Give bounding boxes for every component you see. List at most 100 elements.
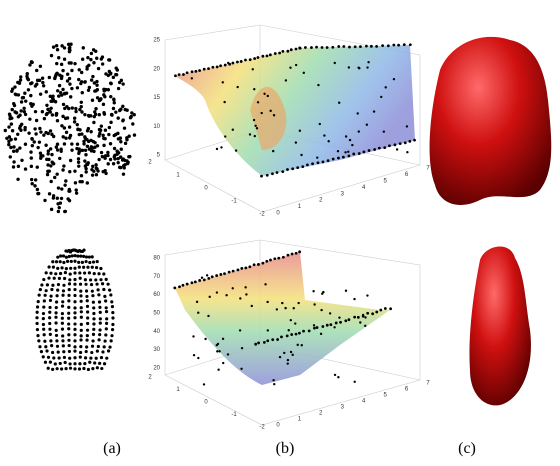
point <box>313 324 315 326</box>
point <box>78 367 81 370</box>
point <box>8 114 11 117</box>
y-tick-label: 0 <box>204 400 208 406</box>
point <box>80 329 83 332</box>
point <box>102 103 105 106</box>
y-tick-label: 1 <box>176 173 180 179</box>
point <box>101 282 104 285</box>
point <box>42 317 45 320</box>
point <box>384 307 387 310</box>
point <box>354 381 356 383</box>
point <box>30 137 33 140</box>
point <box>45 289 48 292</box>
point <box>82 46 85 49</box>
point <box>290 48 293 51</box>
point <box>100 356 103 359</box>
point <box>35 316 38 319</box>
point <box>55 172 58 175</box>
point <box>56 143 59 146</box>
point <box>98 328 101 331</box>
point <box>273 257 276 260</box>
point <box>211 66 214 69</box>
point <box>61 69 64 72</box>
point <box>295 333 298 336</box>
x-tick-label: 2 <box>319 411 323 417</box>
point <box>82 266 85 269</box>
point <box>60 93 63 96</box>
point <box>108 289 111 292</box>
point <box>204 338 206 340</box>
y-tick-label: -2 <box>259 212 265 218</box>
point <box>48 169 51 172</box>
point <box>59 147 62 150</box>
point <box>62 284 65 287</box>
point <box>337 150 339 152</box>
point <box>81 180 84 183</box>
point <box>207 315 209 317</box>
point <box>62 254 65 257</box>
point <box>42 84 45 87</box>
z-tick-label: 40 <box>153 329 160 335</box>
point <box>86 310 89 313</box>
point <box>30 178 33 181</box>
point <box>10 122 13 125</box>
point <box>44 144 47 147</box>
point <box>80 174 83 177</box>
point <box>61 305 64 308</box>
point <box>90 283 93 286</box>
point <box>9 155 12 158</box>
point <box>56 267 59 270</box>
point <box>20 159 23 162</box>
point <box>51 351 54 354</box>
point <box>19 75 22 78</box>
point <box>20 100 23 103</box>
point <box>73 350 76 353</box>
z-tick-label: 60 <box>153 292 160 298</box>
point <box>19 78 22 81</box>
point <box>49 339 52 342</box>
point <box>48 76 51 79</box>
point <box>245 293 247 295</box>
point <box>253 88 255 90</box>
point <box>59 260 62 263</box>
point <box>225 294 227 296</box>
point <box>41 110 44 113</box>
point <box>366 294 368 296</box>
point <box>88 261 91 264</box>
point <box>56 367 59 370</box>
point <box>409 43 412 46</box>
point <box>38 345 41 348</box>
point <box>281 50 284 53</box>
point <box>121 105 124 108</box>
point <box>105 327 108 330</box>
point <box>217 343 219 345</box>
point <box>316 326 319 329</box>
point <box>73 306 76 309</box>
point <box>302 330 305 333</box>
point <box>344 151 346 153</box>
point <box>89 278 92 281</box>
point <box>99 311 102 314</box>
point <box>56 148 59 151</box>
point <box>69 134 72 137</box>
point <box>253 119 255 121</box>
point <box>83 80 86 83</box>
point <box>91 345 94 348</box>
point <box>104 88 107 91</box>
point <box>271 172 274 175</box>
point <box>85 289 88 292</box>
point <box>383 130 385 132</box>
x-tick-label: 1 <box>298 204 302 210</box>
point <box>216 291 218 293</box>
point <box>266 339 269 342</box>
point <box>104 299 107 302</box>
point <box>69 267 72 270</box>
point <box>39 92 42 95</box>
point <box>77 261 80 264</box>
point <box>118 136 121 139</box>
point <box>84 278 87 281</box>
point <box>12 165 15 168</box>
point <box>103 295 106 298</box>
point <box>58 84 61 87</box>
point <box>27 78 30 81</box>
point <box>312 290 314 292</box>
